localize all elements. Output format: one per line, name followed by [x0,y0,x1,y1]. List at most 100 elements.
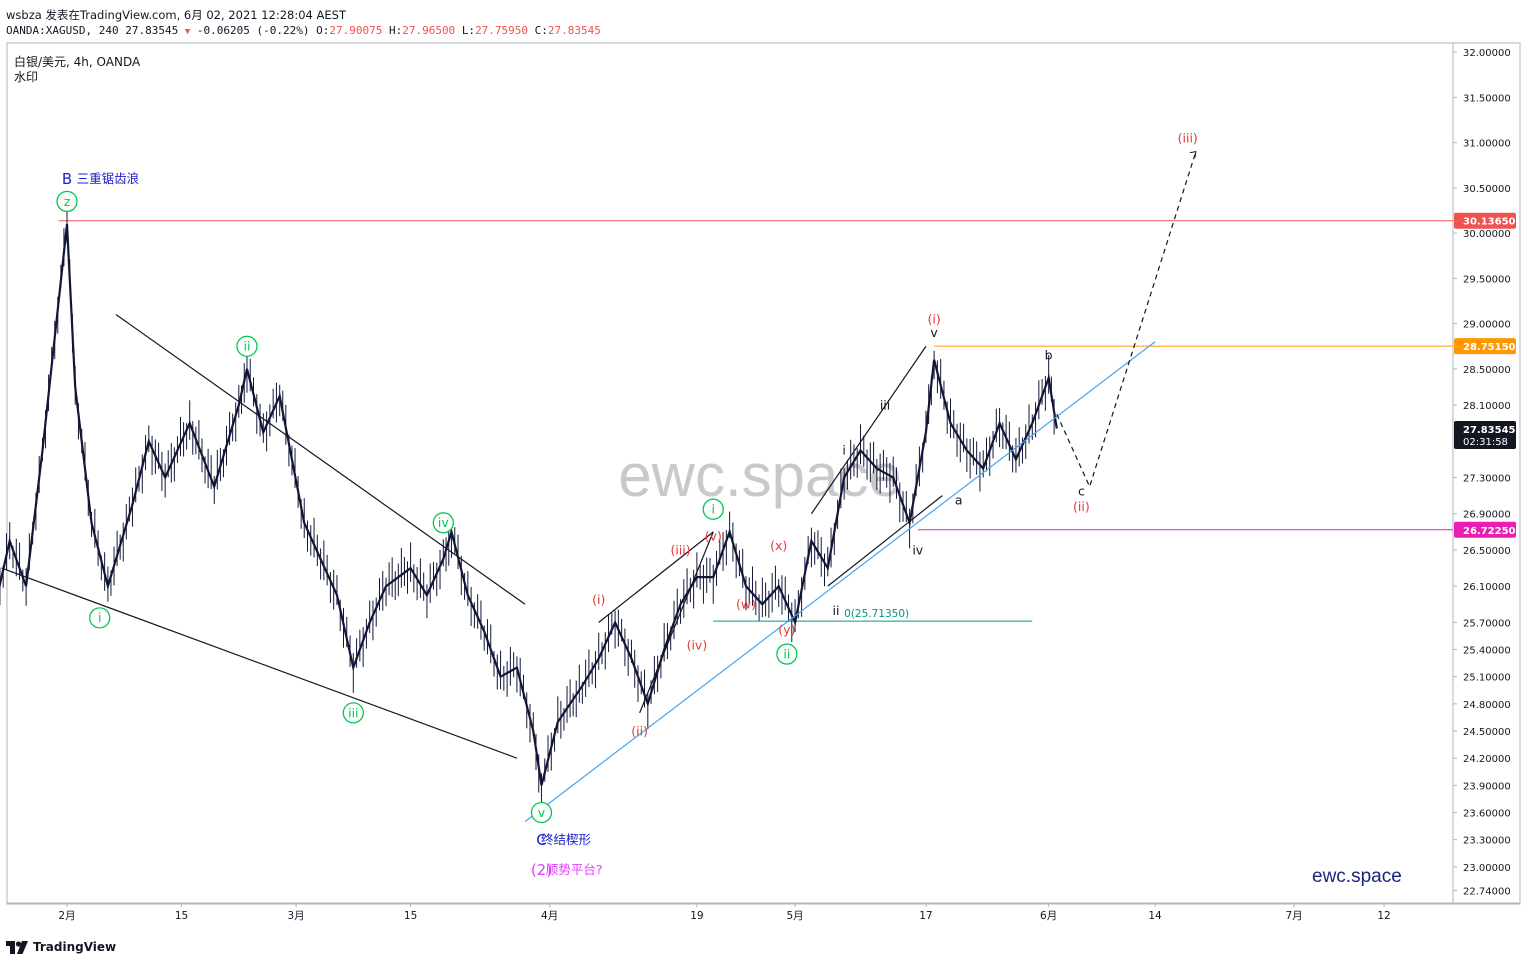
x-tick-label: 12 [1377,910,1390,922]
y-tick-label: 24.50000 [1463,727,1511,738]
y-tick-label: 31.50000 [1463,93,1511,104]
symbol-info: 白银/美元, 4h, OANDA 水印 [14,55,140,85]
wave-label: c [1078,483,1085,498]
wave-label: 顺势平台? [546,862,603,877]
publish-info: wsbza 发表在TradingView.com, 6月 02, 2021 12… [6,8,346,22]
open-value: 27.90075 [329,24,383,37]
y-tick-label: 30.50000 [1463,184,1511,195]
high-value: 27.96500 [402,24,456,37]
wave-label: v [538,805,546,820]
price-tag-label: 28.75150 [1463,342,1516,353]
fib-level-label: 0(25.71350) [844,608,909,620]
x-tick-label: 15 [404,910,417,922]
tradingview-logo-icon [6,940,28,954]
wave-label: (iii) [670,542,690,557]
x-tick-label: 19 [690,910,703,922]
watermark-label: 水印 [14,70,39,84]
x-tick-label: 3月 [287,910,304,922]
wave-label: ii [832,603,839,618]
wave-label: i [712,502,715,517]
trend-line [639,531,714,714]
y-tick-label: 27.30000 [1463,474,1511,485]
trend-line [115,314,526,605]
wave-label: (ii) [1073,499,1090,514]
wave-label: (2) [531,861,552,879]
open-label: O: [316,24,330,37]
y-tick-label: 31.00000 [1463,139,1511,150]
y-tick-label: 23.30000 [1463,836,1511,847]
wave-label: b [1045,348,1053,363]
price-tag-label: 30.13650 [1463,217,1516,228]
trend-line [810,345,927,515]
wave-label: (iv) [687,637,708,652]
y-tick-label: 23.90000 [1463,781,1511,792]
wave-label: ii [783,646,790,661]
wave-label-circle [776,643,798,665]
low-value: 27.75950 [475,24,529,37]
wave-label: z [64,194,71,209]
tradingview-footer[interactable]: TradingView [6,940,116,954]
low-label: L: [461,24,476,37]
projection-path [1056,151,1197,489]
wave-label: i [98,610,101,625]
price-tag-box [1454,212,1516,229]
price-tag-label: 27.83545 [1463,425,1516,436]
y-tick-label: 23.60000 [1463,808,1511,819]
x-tick-label: 14 [1148,910,1162,922]
y-tick-label: 24.80000 [1463,700,1511,711]
y-tick-label: 32.00000 [1463,48,1511,59]
y-tick-label: 25.70000 [1463,618,1511,629]
change-value: -0.06205 (-0.22%) [196,24,310,37]
wave-label: (i) [592,592,605,607]
wave-label: a [955,493,963,508]
price-tag-box [1454,521,1516,538]
wave-label-circle [530,801,553,824]
chart-frame [6,42,1521,905]
price-tag-box [1454,421,1516,450]
brand-label: ewc.space [1312,866,1402,887]
y-tick-label: 24.20000 [1463,754,1511,765]
wave-label: 终结楔形 [541,832,592,847]
wave-label: (x) [770,538,787,553]
x-tick-label: 6月 [1040,910,1057,922]
wave-label-circle [89,607,111,629]
high-label: H: [388,24,403,37]
wave-label-circle [56,190,78,213]
x-tick-label: 2月 [58,910,75,922]
watermark-text: ewc.space [618,442,901,509]
ohlc-line: OANDA:XAGUSD, 240 27.83545 ▼ -0.06205 (-… [6,24,601,37]
wave-label: ii [243,339,250,354]
x-tick-label: 4月 [541,910,558,922]
y-tick-label: 25.10000 [1463,673,1511,684]
y-tick-label: 28.10000 [1463,401,1511,412]
last-price: 27.83545 [125,24,179,37]
y-tick-label: 26.50000 [1463,546,1511,557]
wave-label: (y) [778,622,795,637]
wave-label: B [62,170,72,188]
symbol-label: OANDA:XAGUSD, 240 [6,24,119,37]
wave-label-circle [702,498,724,520]
close-label: C: [534,24,548,37]
x-tick-label: 5月 [786,910,803,922]
x-tick-label: 15 [175,910,188,922]
y-tick-label: 29.50000 [1463,274,1511,285]
x-tick-label: 7月 [1285,910,1302,922]
wave-label: iii [348,705,358,720]
wave-label: iv [912,542,923,557]
wave-label: iii [880,397,890,412]
y-tick-label: 22.74000 [1463,886,1511,897]
wave-label: (iii) [1178,130,1198,145]
trend-line [598,531,714,623]
wave-label: i [842,443,845,458]
wave-label: (v) [705,529,722,544]
close-value: 27.83545 [547,24,601,37]
projection-arrow-icon [1189,151,1197,158]
symbol-name: 白银/美元, 4h, OANDA [14,55,141,69]
wave-label-circle [236,335,258,357]
y-tick-label: 26.10000 [1463,582,1511,593]
wave-label: (ii) [631,723,648,738]
y-tick-label: 25.40000 [1463,646,1511,657]
wave-label-circle [432,512,454,534]
x-tick-label: 17 [919,910,932,922]
